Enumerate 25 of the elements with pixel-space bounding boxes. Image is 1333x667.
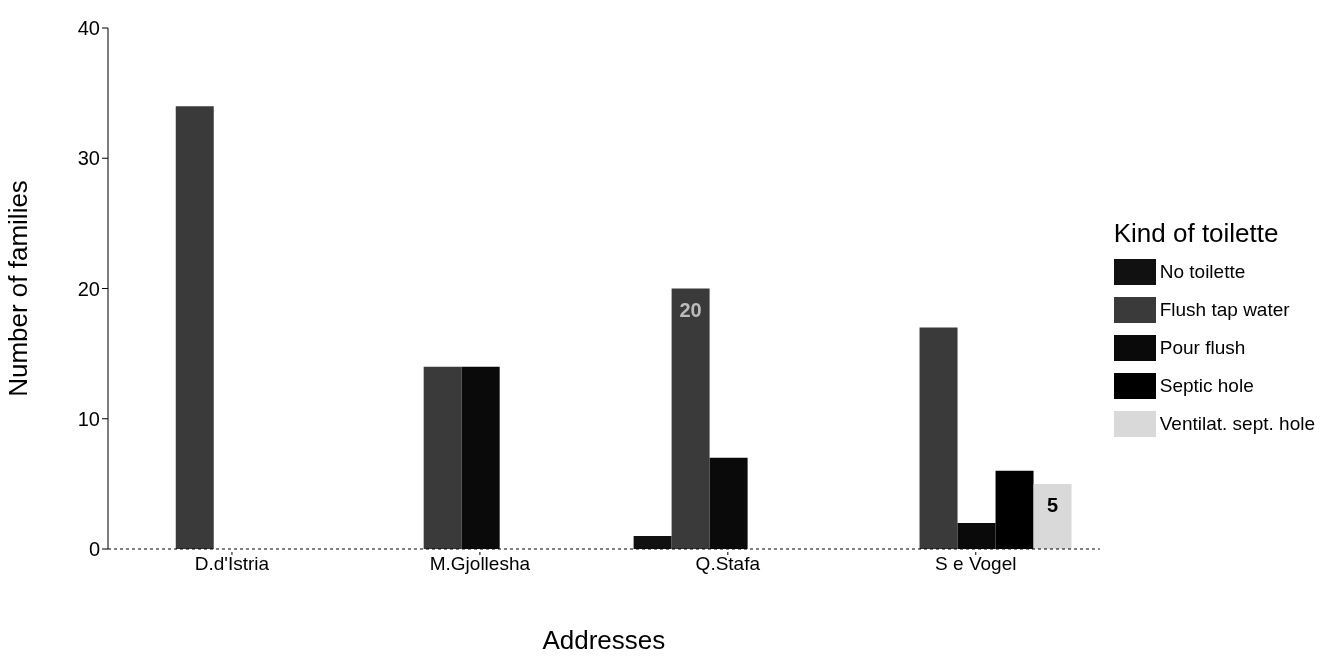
data-label: 5: [1046, 493, 1059, 516]
y-tick-label: 0: [88, 538, 100, 561]
x-tick-label: S e Vogel: [935, 553, 1017, 575]
legend-label: Septic hole: [1159, 375, 1254, 397]
y-tick-label: 10: [77, 407, 100, 430]
legend-title: Kind of toilette: [1113, 218, 1280, 249]
y-tick-label: 20: [77, 277, 100, 300]
bar: [919, 327, 958, 549]
y-tick-label: 30: [77, 147, 100, 170]
bar: [1033, 483, 1072, 549]
bar: [633, 535, 672, 549]
legend-label: Pour flush: [1159, 337, 1246, 359]
legend-label: No toilette: [1159, 261, 1246, 283]
legend-label: Ventilat. sept. hole: [1159, 413, 1315, 435]
bar: [423, 366, 462, 549]
legend-label: Flush tap water: [1159, 299, 1290, 321]
bar: [671, 288, 710, 549]
x-axis-title: Addresses: [542, 625, 666, 655]
bar: [175, 106, 214, 549]
x-tick-label: M.Gjollesha: [429, 553, 531, 575]
y-axis-title: Number of families: [3, 180, 34, 397]
x-tick-label: Q.Stafa: [695, 553, 761, 575]
data-label: 20: [679, 298, 702, 321]
x-tick-label: D.d'Istria: [194, 553, 270, 575]
y-tick-label: 40: [77, 17, 100, 40]
